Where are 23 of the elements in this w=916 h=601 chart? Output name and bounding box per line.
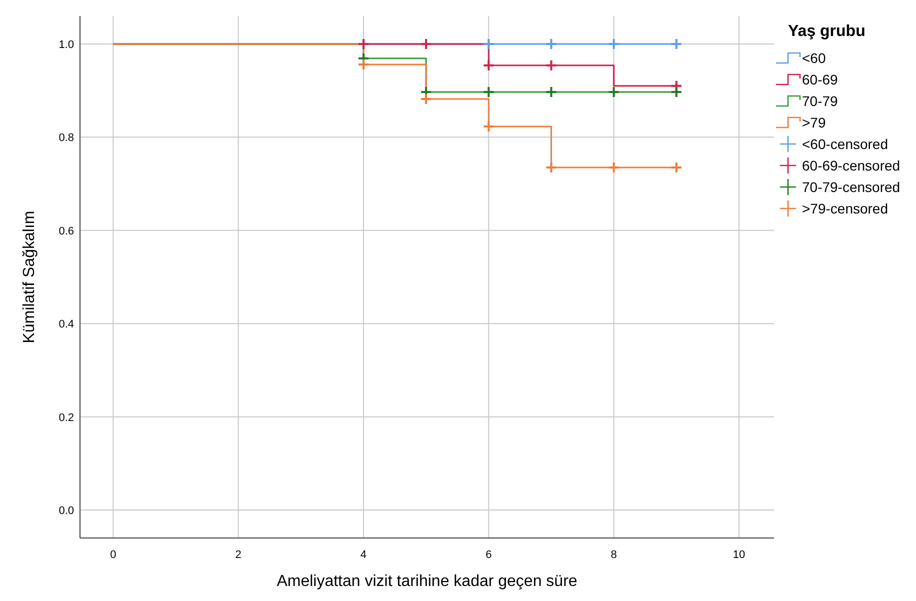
legend-label: <60-censored [802,136,888,152]
x-axis-title: Ameliyattan vizit tarihine kadar geçen süre [276,573,578,590]
legend-label: >79 [802,114,826,130]
legend-label: 70-79 [802,93,838,109]
y-tick-label: 0.0 [58,505,74,518]
y-tick-label: 0.4 [58,318,74,331]
legend-label: 70-79-censored [802,179,900,195]
y-tick-label: 0.2 [58,412,74,424]
x-tick-label: 4 [360,549,367,561]
x-tick-label: 2 [235,549,242,561]
y-tick-label: 0.6 [58,225,74,238]
legend-title: Yaş grubu [788,23,866,40]
x-tick-label: 10 [732,549,746,561]
x-tick-label: 8 [610,549,617,561]
legend-label: <60 [802,50,826,66]
y-tick-label: 0.8 [58,132,74,144]
legend-label: >79-censored [802,200,888,216]
y-axis-title: Kümilatif Sağkalım [21,210,38,344]
y-tick-label: 1.0 [58,38,74,51]
legend-label: 60-69-censored [802,158,900,174]
legend-label: 60-69 [802,72,838,88]
x-tick-label: 6 [486,549,492,561]
x-tick-label: 0 [110,549,116,561]
